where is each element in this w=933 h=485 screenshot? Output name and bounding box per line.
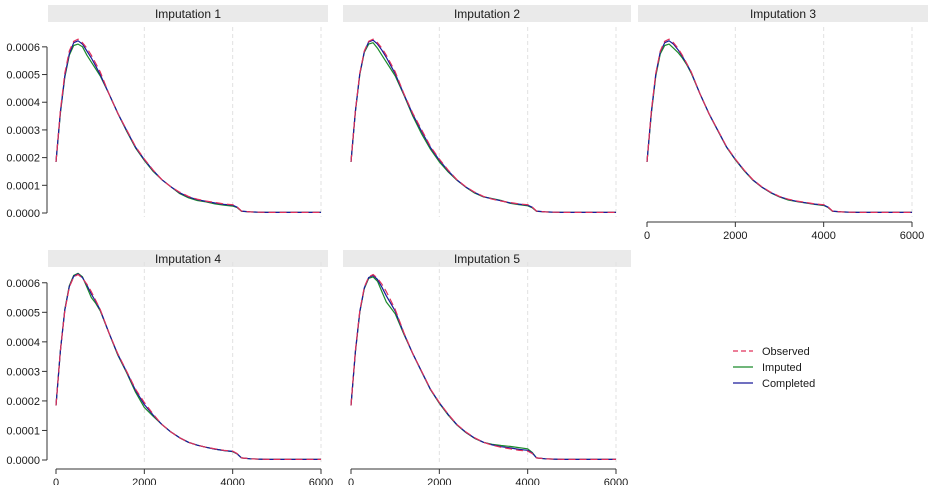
y-tick-label: 0.0005 bbox=[6, 307, 40, 319]
x-tick-label: 0 bbox=[644, 230, 650, 242]
panel-strip bbox=[343, 5, 631, 22]
series-line-observed bbox=[350, 273, 616, 460]
series-line-observed bbox=[55, 273, 321, 460]
panel-title: Imputation 4 bbox=[155, 252, 221, 266]
y-tick-label: 0.0001 bbox=[6, 180, 40, 192]
series-line-completed bbox=[350, 39, 616, 213]
x-tick-label: 4000 bbox=[220, 477, 244, 485]
y-tick-label: 0.0000 bbox=[6, 208, 40, 220]
x-tick-label: 4000 bbox=[515, 477, 539, 485]
x-tick-label: 0 bbox=[348, 477, 354, 485]
panel-title: Imputation 2 bbox=[454, 7, 520, 21]
x-tick-label: 6000 bbox=[309, 477, 333, 485]
y-tick-label: 0.0004 bbox=[6, 97, 40, 109]
y-tick-label: 0.0006 bbox=[6, 278, 40, 290]
y-tick-label: 0.0001 bbox=[6, 425, 40, 437]
x-tick-label: 4000 bbox=[811, 230, 835, 242]
x-tick-label: 2000 bbox=[723, 230, 747, 242]
y-tick-label: 0.0006 bbox=[6, 42, 40, 54]
series-line-completed bbox=[350, 274, 616, 460]
series-line-completed bbox=[646, 40, 912, 213]
y-tick-label: 0.0000 bbox=[6, 455, 40, 467]
panel-strip bbox=[343, 250, 631, 267]
x-tick-label: 0 bbox=[53, 477, 59, 485]
panel-title: Imputation 5 bbox=[454, 252, 520, 266]
y-tick-label: 0.0002 bbox=[6, 396, 40, 408]
series-line-observed bbox=[55, 38, 321, 213]
y-tick-label: 0.0004 bbox=[6, 337, 40, 349]
x-tick-label: 2000 bbox=[427, 477, 451, 485]
x-tick-label: 6000 bbox=[604, 477, 628, 485]
panel-strip bbox=[48, 5, 328, 22]
legend-label: Completed bbox=[762, 378, 815, 390]
y-tick-label: 0.0002 bbox=[6, 153, 40, 165]
panel-title: Imputation 3 bbox=[750, 7, 816, 21]
panel-title: Imputation 1 bbox=[155, 7, 221, 21]
legend-label: Imputed bbox=[762, 362, 802, 374]
series-line-observed bbox=[350, 38, 616, 213]
series-line-observed bbox=[646, 38, 912, 213]
panel-strip bbox=[48, 250, 328, 267]
y-tick-label: 0.0003 bbox=[6, 366, 40, 378]
x-tick-label: 2000 bbox=[132, 477, 156, 485]
series-line-completed bbox=[55, 40, 321, 213]
y-tick-label: 0.0005 bbox=[6, 70, 40, 82]
series-line-imputed bbox=[646, 43, 912, 213]
legend-label: Observed bbox=[762, 346, 810, 358]
series-line-imputed bbox=[350, 42, 616, 213]
series-line-imputed bbox=[55, 43, 321, 213]
y-tick-label: 0.0003 bbox=[6, 125, 40, 137]
x-tick-label: 6000 bbox=[900, 230, 924, 242]
panel-strip bbox=[638, 5, 928, 22]
